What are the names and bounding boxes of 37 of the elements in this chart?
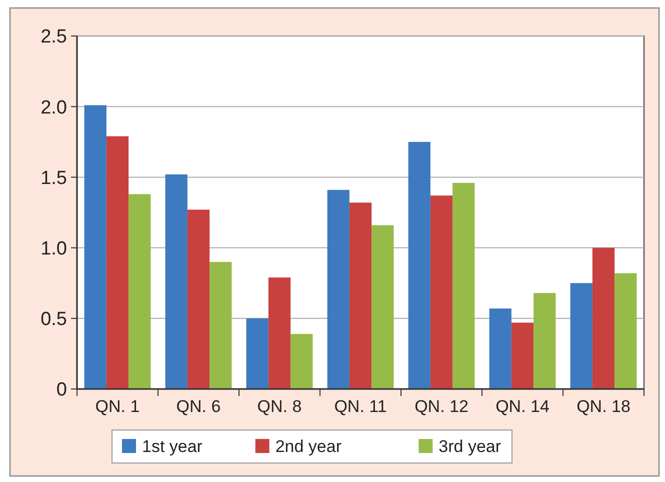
y-tick-label: 2.0 bbox=[40, 97, 67, 118]
bar bbox=[534, 292, 556, 389]
bar bbox=[349, 202, 372, 389]
bar bbox=[511, 322, 534, 389]
x-tick-label: QN. 8 bbox=[257, 397, 302, 416]
bar bbox=[290, 334, 313, 389]
bar bbox=[327, 190, 350, 389]
bar bbox=[165, 174, 188, 389]
bar bbox=[430, 196, 453, 389]
y-tick-label: 2.5 bbox=[40, 26, 67, 48]
legend-label: 3rd year bbox=[438, 436, 502, 456]
bar bbox=[452, 182, 475, 389]
y-tick-label: 1.5 bbox=[40, 168, 67, 189]
bar bbox=[84, 105, 106, 389]
bar bbox=[372, 225, 394, 389]
legend-label: 1st year bbox=[142, 436, 203, 456]
y-tick-label: 0 bbox=[56, 380, 67, 401]
bar bbox=[570, 283, 592, 389]
bar bbox=[210, 262, 232, 389]
bar bbox=[128, 194, 151, 389]
y-tick-label: 0.5 bbox=[40, 309, 67, 330]
bar bbox=[489, 308, 512, 389]
x-tick-label: QN. 6 bbox=[176, 397, 221, 416]
bar bbox=[268, 277, 291, 389]
x-tick-label: QN. 11 bbox=[334, 397, 387, 416]
bar bbox=[187, 210, 210, 389]
bar bbox=[614, 273, 637, 389]
bar bbox=[592, 248, 615, 389]
x-tick-label: QN. 14 bbox=[496, 397, 550, 416]
bar bbox=[246, 318, 268, 389]
bar bbox=[106, 136, 129, 389]
x-tick-label: QN. 1 bbox=[95, 397, 140, 416]
legend-label: 2nd year bbox=[275, 436, 342, 456]
y-tick-label: 1.0 bbox=[40, 238, 67, 260]
bar bbox=[408, 142, 430, 389]
x-tick-label: QN. 18 bbox=[576, 397, 630, 416]
x-tick-label: QN. 12 bbox=[414, 397, 468, 416]
